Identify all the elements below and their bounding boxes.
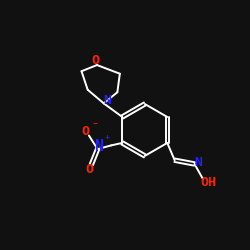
Text: OH: OH	[200, 176, 216, 190]
Text: O: O	[92, 54, 100, 66]
Text: ⁻: ⁻	[92, 120, 99, 133]
Text: O: O	[85, 163, 93, 176]
Text: N: N	[94, 139, 103, 154]
Text: ⁺: ⁺	[104, 133, 110, 146]
Text: N: N	[194, 156, 202, 169]
Text: N: N	[104, 94, 112, 107]
Text: O: O	[81, 124, 89, 138]
